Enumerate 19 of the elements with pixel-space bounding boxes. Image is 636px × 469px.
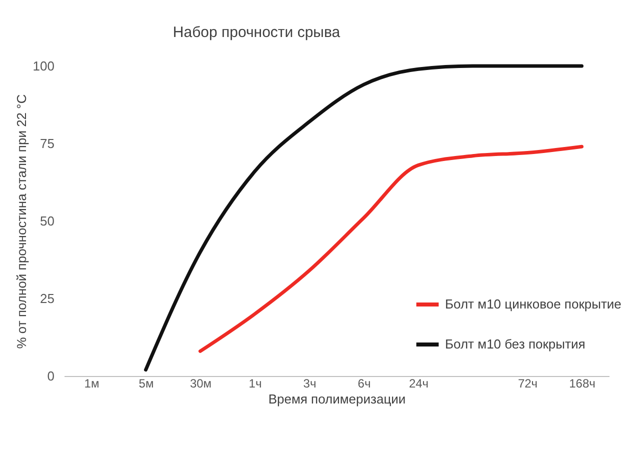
x-tick-label: 24ч — [408, 376, 429, 390]
x-tick-label: 30м — [190, 376, 212, 390]
x-tick-label: 1м — [84, 376, 100, 390]
x-tick-label: 5м — [138, 376, 154, 390]
chart-title: Набор прочности срыва — [172, 24, 341, 41]
y-axis-title: % от полной прочностина стали при 22 °С — [14, 94, 29, 349]
y-tick-label: 100 — [32, 58, 54, 74]
x-tick-label: 6ч — [358, 376, 371, 390]
x-axis-title: Время полимеризации — [268, 392, 406, 406]
legend-label: Болт м10 цинковое покрытие — [445, 296, 622, 312]
y-tick-label: 25 — [40, 291, 54, 306]
x-tick-label: 72ч — [518, 376, 538, 390]
y-tick-label: 50 — [40, 214, 54, 228]
x-tick-label: 1ч — [248, 376, 262, 390]
x-tick-label: 168ч — [569, 376, 596, 390]
legend-label: Болт м10 без покрытия — [445, 336, 586, 352]
y-tick-label: 75 — [40, 136, 54, 151]
y-tick-label: 0 — [47, 368, 54, 384]
x-tick-label: 3ч — [303, 376, 316, 390]
